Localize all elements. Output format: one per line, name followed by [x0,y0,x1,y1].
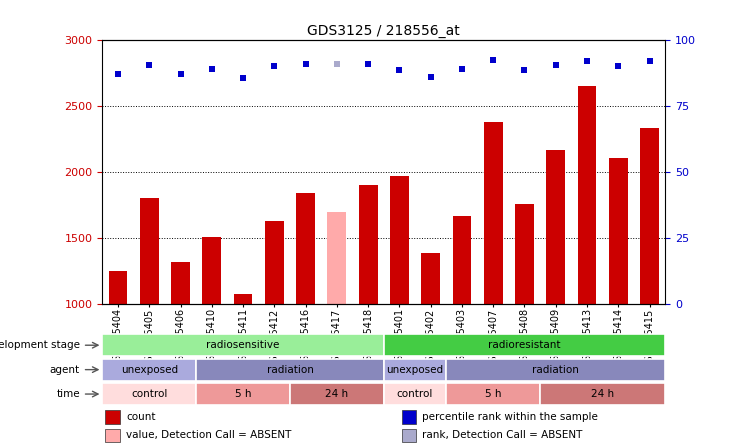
Text: percentile rank within the sample: percentile rank within the sample [423,412,598,422]
Bar [105,429,121,442]
Bar [102,334,384,356]
Text: unexposed: unexposed [387,365,444,375]
Bar [265,221,284,304]
Bar [384,383,447,405]
Text: rank, Detection Call = ABSENT: rank, Detection Call = ABSENT [423,431,583,440]
Bar [359,185,377,304]
Bar [640,128,659,304]
Text: count: count [126,412,156,422]
Bar [296,193,315,304]
Bar [384,334,665,356]
Bar [515,204,534,304]
Bar [401,410,417,424]
Bar [234,293,252,304]
Text: unexposed: unexposed [121,365,178,375]
Bar [290,383,384,405]
Text: 5 h: 5 h [235,389,251,399]
Bar [421,253,440,304]
Bar [196,359,384,381]
Text: radiation: radiation [532,365,579,375]
Bar [447,359,665,381]
Bar [609,158,628,304]
Text: agent: agent [50,365,80,375]
Bar [140,198,159,304]
Bar [546,150,565,304]
Text: value, Detection Call = ABSENT: value, Detection Call = ABSENT [126,431,292,440]
Bar [447,383,540,405]
Text: development stage: development stage [0,340,80,350]
Text: radiosensitive: radiosensitive [206,340,280,350]
Bar [105,410,121,424]
Title: GDS3125 / 218556_at: GDS3125 / 218556_at [308,24,460,38]
Bar [390,176,409,304]
Bar [171,262,190,304]
Bar [577,86,596,304]
Bar [196,383,290,405]
Text: 24 h: 24 h [325,389,349,399]
Bar [102,383,196,405]
Text: control: control [131,389,167,399]
Bar [540,383,665,405]
Text: 24 h: 24 h [591,389,614,399]
Bar [401,429,417,442]
Text: 5 h: 5 h [485,389,501,399]
Text: time: time [56,389,80,399]
Text: radiation: radiation [267,365,314,375]
Bar [484,122,503,304]
Bar [452,216,471,304]
Bar [384,359,447,381]
Text: radioresistant: radioresistant [488,340,561,350]
Bar [327,212,346,304]
Bar [202,237,221,304]
Bar [102,359,196,381]
Bar [109,271,127,304]
Text: control: control [397,389,433,399]
